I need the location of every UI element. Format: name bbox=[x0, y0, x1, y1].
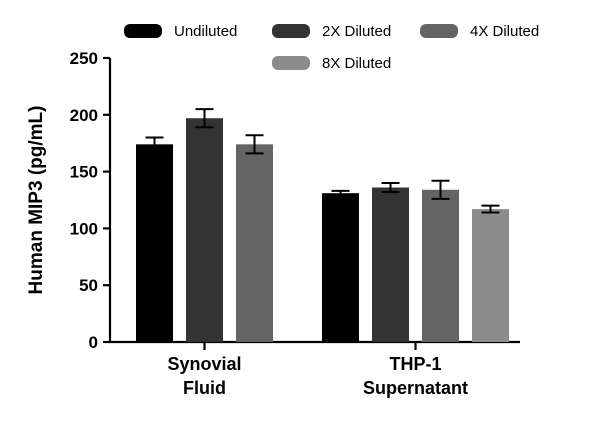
bar bbox=[186, 118, 223, 342]
y-tick-label: 200 bbox=[70, 106, 98, 125]
legend-label: 8X Diluted bbox=[322, 55, 391, 72]
bar bbox=[136, 144, 173, 342]
legend-label: Undiluted bbox=[174, 23, 237, 40]
x-category-label: Fluid bbox=[183, 378, 226, 398]
x-axis-labels: Synovial Fluid THP-1 Supernatant bbox=[167, 342, 468, 398]
y-tick-label: 250 bbox=[70, 49, 98, 68]
legend-swatch bbox=[420, 24, 458, 38]
legend-swatch bbox=[124, 24, 162, 38]
bar bbox=[472, 209, 509, 342]
y-tick-label: 100 bbox=[70, 219, 98, 238]
legend-swatch bbox=[272, 56, 310, 70]
y-tick-label: 0 bbox=[89, 333, 98, 352]
axes: 0 50 100 150 200 250 bbox=[70, 49, 520, 352]
x-category-label: Synovial bbox=[167, 354, 241, 374]
bar bbox=[372, 187, 409, 342]
legend: Undiluted 2X Diluted 4X Diluted 8X Diluted bbox=[124, 23, 539, 72]
legend-swatch bbox=[272, 24, 310, 38]
x-category-label: THP-1 bbox=[389, 354, 441, 374]
bars bbox=[136, 108, 509, 342]
y-tick-label: 150 bbox=[70, 163, 98, 182]
y-tick-label: 50 bbox=[79, 276, 98, 295]
legend-label: 4X Diluted bbox=[470, 23, 539, 40]
y-axis-title: Human MIP3 (pg/mL) bbox=[26, 106, 47, 295]
bar bbox=[422, 189, 459, 342]
bar bbox=[322, 193, 359, 342]
bar bbox=[236, 144, 273, 342]
legend-label: 2X Diluted bbox=[322, 23, 391, 40]
x-category-label: Supernatant bbox=[363, 378, 468, 398]
